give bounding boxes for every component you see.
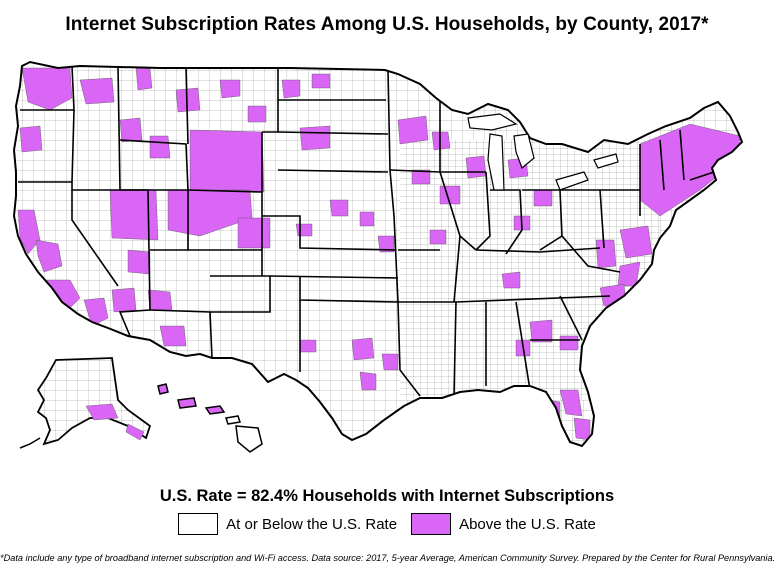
great-lakes — [467, 113, 619, 191]
legend-item-below: At or Below the U.S. Rate — [178, 513, 397, 535]
legend-swatch-above — [411, 513, 452, 535]
state-boundaries — [18, 65, 721, 397]
contiguous-us — [13, 61, 743, 447]
legend-label-above: Above the U.S. Rate — [459, 515, 596, 533]
map-legend: At or Below the U.S. Rate Above the U.S.… — [0, 513, 774, 535]
alaska — [19, 357, 152, 449]
us-rate-statement: U.S. Rate = 82.4% Households with Intern… — [159, 487, 615, 505]
footnote: *Data include any type of broadband inte… — [0, 553, 774, 563]
legend-swatch-below — [178, 513, 219, 535]
hawaii — [157, 383, 263, 453]
legend-item-above: Above the U.S. Rate — [411, 513, 596, 535]
legend-label-below: At or Below the U.S. Rate — [226, 515, 398, 533]
map-title: Internet Subscription Rates Among U.S. H… — [65, 14, 709, 35]
above-rate-counties — [17, 67, 741, 441]
us-county-map — [13, 61, 743, 453]
